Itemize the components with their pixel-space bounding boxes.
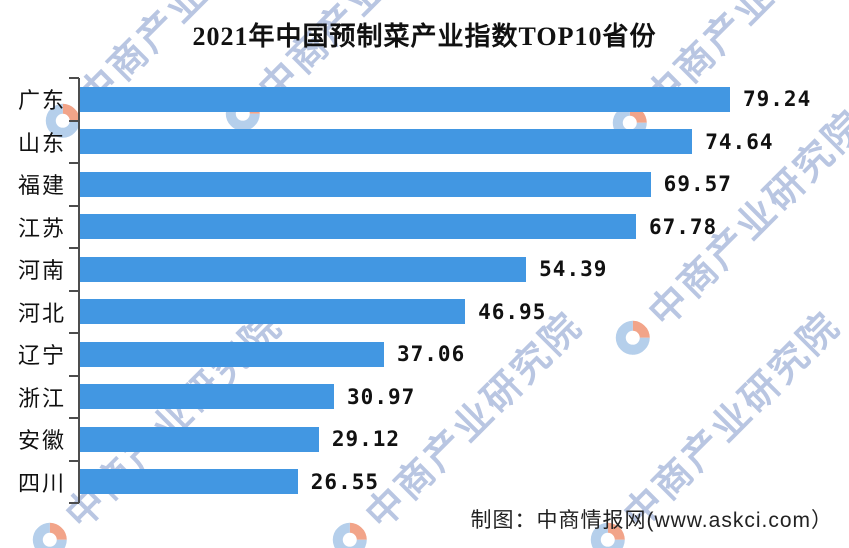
bar-row: 四川 26.55: [0, 461, 849, 504]
axis-tick: [69, 77, 79, 79]
bar: [80, 469, 298, 495]
axis-tick: [69, 162, 79, 164]
bar: [80, 171, 651, 197]
axis-tick: [69, 374, 79, 377]
bar-row: 广东 79.24: [0, 78, 849, 121]
source-credit: 制图：中商情报网(www.askci.com）: [470, 509, 833, 532]
value-label: 69.57: [663, 172, 732, 197]
category-label: 江苏: [17, 215, 66, 241]
value-label: 79.24: [743, 87, 812, 112]
category-label: 山东: [17, 130, 66, 156]
bar: [80, 384, 335, 410]
bar-row: 河北 46.95: [0, 291, 849, 334]
bar-row: 浙江 30.97: [0, 376, 849, 419]
bar: [80, 86, 730, 112]
value-label: 74.64: [705, 129, 774, 154]
bar: [80, 299, 466, 325]
axis-tick: [69, 119, 79, 122]
y-axis-line: [78, 78, 80, 503]
value-label: 37.06: [397, 342, 466, 367]
bar-row: 江苏 67.78: [0, 206, 849, 249]
category-label: 河南: [17, 258, 66, 284]
bar: [80, 214, 636, 240]
value-label: 26.55: [310, 469, 379, 494]
value-label: 46.95: [478, 299, 547, 324]
category-label: 辽宁: [17, 343, 66, 369]
bar: [80, 426, 319, 452]
axis-tick: [69, 289, 79, 292]
bar-row: 辽宁 37.06: [0, 333, 849, 376]
bar: [80, 129, 693, 155]
bar-row: 河南 54.39: [0, 248, 849, 291]
value-label: 67.78: [648, 214, 718, 239]
category-label: 安徽: [17, 428, 66, 454]
bar-row: 安徽 29.12: [0, 418, 849, 461]
chart-title: 2021年中国预制菜产业指数TOP10省份: [192, 22, 657, 51]
bar-rows: 广东 79.24 山东 74.64 福建 69.57 江苏 67.78 河南 54.39 河北 46.…: [0, 78, 849, 503]
axis-tick: [69, 459, 79, 462]
bar-row: 山东 74.64: [0, 121, 849, 164]
category-label: 四川: [17, 470, 66, 496]
category-label: 河北: [17, 300, 66, 326]
axis-tick: [69, 247, 79, 249]
axis-tick: [69, 502, 79, 504]
bar: [80, 341, 384, 367]
category-label: 广东: [17, 88, 66, 114]
axis-tick: [69, 332, 79, 334]
value-label: 30.97: [347, 384, 416, 409]
axis-tick: [69, 417, 79, 419]
category-label: 浙江: [17, 385, 66, 411]
value-label: 29.12: [331, 427, 401, 452]
bar: [80, 256, 527, 282]
axis-tick: [69, 204, 79, 207]
category-label: 福建: [17, 173, 66, 199]
value-label: 54.39: [539, 257, 608, 282]
bar-row: 福建 69.57: [0, 163, 849, 206]
